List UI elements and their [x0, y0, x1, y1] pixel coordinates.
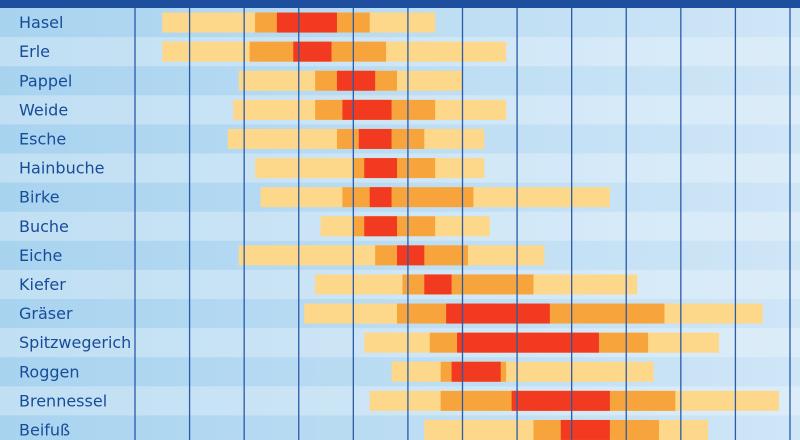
pollen-bar-light: [391, 361, 654, 382]
row-label: Birke: [19, 188, 60, 207]
row-label: Hainbuche: [19, 159, 105, 178]
pollen-bar-strong: [560, 419, 610, 440]
row-label: Esche: [19, 129, 66, 148]
row-label: Hasel: [19, 13, 63, 32]
pollen-bar-strong: [457, 332, 599, 353]
pollen-bar-strong: [342, 99, 392, 120]
pollen-bar-strong: [424, 274, 452, 295]
header-strip: [0, 0, 800, 8]
pollen-bar-strong: [397, 245, 425, 266]
row-label: Beifuß: [19, 420, 70, 439]
pollen-bar-medium: [402, 274, 534, 295]
row-label: Gräser: [19, 304, 73, 323]
pollen-bar-strong: [511, 390, 610, 411]
pollen-bar-strong: [369, 187, 392, 208]
row-label: Weide: [19, 100, 68, 119]
row-label: Buche: [19, 217, 69, 236]
row-label: Pappel: [19, 71, 72, 90]
pollen-bar-strong: [364, 216, 397, 237]
row-label: Kiefer: [19, 275, 66, 294]
pollen-bar-strong: [293, 41, 332, 62]
row-label: Erle: [19, 42, 50, 61]
row-label: Spitzwegerich: [19, 333, 131, 352]
row-label: Roggen: [19, 362, 79, 381]
pollen-bar-strong: [364, 158, 397, 179]
row-label: Brennessel: [19, 391, 107, 410]
pollen-bar-strong: [276, 12, 337, 33]
row-label: Eiche: [19, 246, 62, 265]
pollen-bar-strong: [446, 303, 550, 324]
pollen-bar-strong: [358, 128, 392, 149]
pollen-bar-strong: [451, 361, 501, 382]
pollen-bar-strong: [336, 70, 376, 91]
